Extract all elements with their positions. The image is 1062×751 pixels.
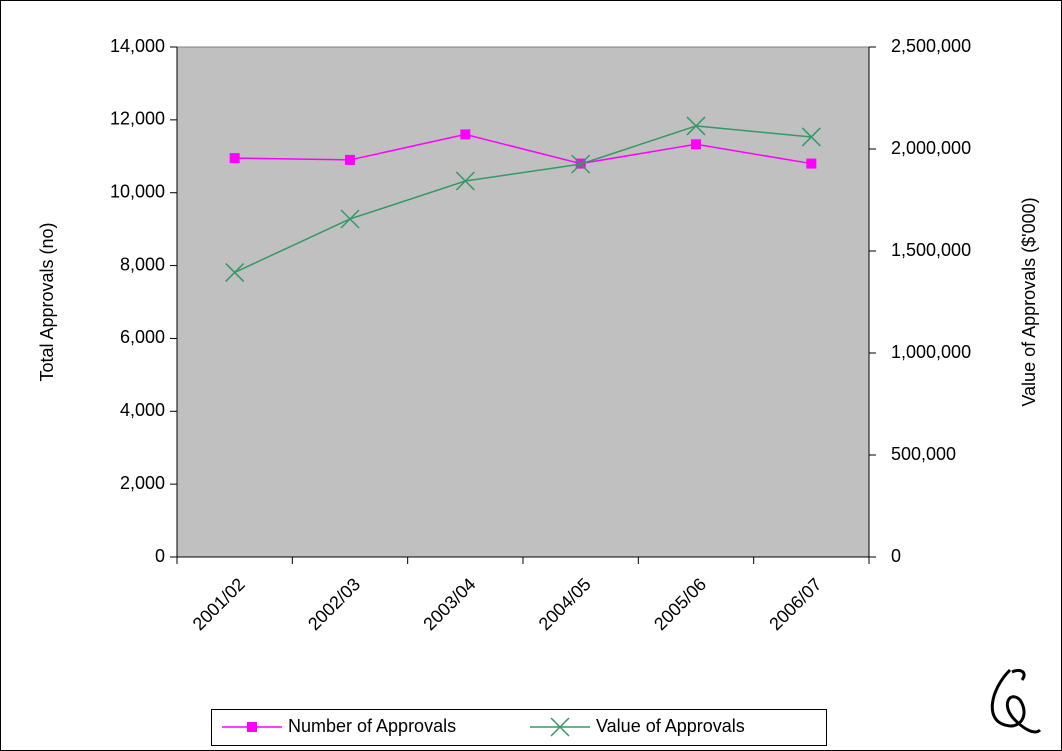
marker: [571, 154, 591, 174]
marker: [691, 139, 701, 150]
marker: [806, 158, 817, 169]
y-tick-label: 0: [155, 546, 165, 566]
series-line: [234, 125, 812, 274]
marker: [686, 116, 706, 136]
logo: [990, 668, 1042, 734]
series-line: [234, 133, 812, 165]
marker: [340, 209, 360, 229]
y-tick-label: 8,000: [120, 254, 165, 274]
y2-tick-label: 500,000: [891, 444, 956, 464]
y-tick-label: 4,000: [120, 400, 165, 420]
y-tick-label: 10,000: [110, 181, 165, 201]
marker: [225, 262, 245, 282]
y-tick-label: 12,000: [110, 109, 165, 129]
marker: [345, 154, 355, 165]
y2-tick-label: 2,500,000: [891, 36, 971, 56]
y2-tick-label: 1,500,000: [891, 240, 971, 260]
marker: [455, 171, 475, 191]
legend-marker: [247, 722, 257, 732]
y-tick-label: 14,000: [110, 36, 165, 56]
legend-label: Number of Approvals: [288, 716, 456, 736]
y2-tick-label: 1,000,000: [891, 342, 971, 362]
y2-tick-label: 0: [891, 546, 901, 566]
legend-label: Value of Approvals: [596, 716, 745, 736]
y2-tick-label: 2,000,000: [891, 138, 971, 158]
marker: [229, 153, 240, 164]
y2-axis-title: Value of Approvals ($'000): [1019, 197, 1039, 406]
marker: [460, 129, 471, 140]
y-axis-title: Total Approvals (no): [37, 222, 57, 381]
marker: [801, 127, 821, 147]
y-tick-label: 2,000: [120, 473, 165, 493]
legend: [211, 709, 827, 746]
legend-marker: [550, 717, 570, 737]
y-tick-label: 6,000: [120, 327, 165, 347]
plot-area: [176, 46, 870, 558]
